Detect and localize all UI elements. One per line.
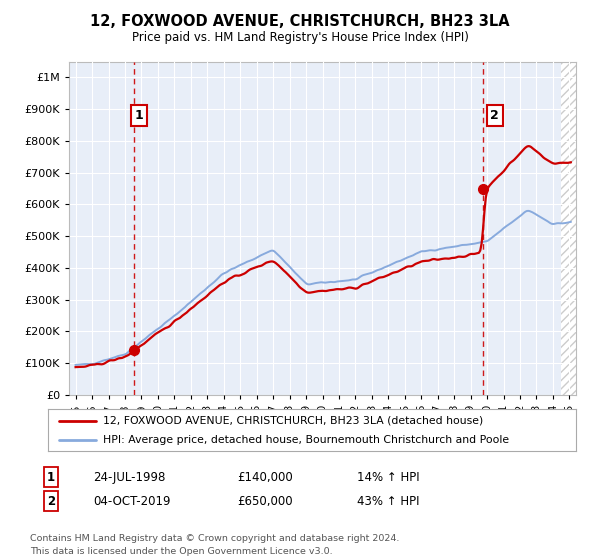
Text: 14% ↑ HPI: 14% ↑ HPI: [357, 470, 419, 484]
Text: £140,000: £140,000: [237, 470, 293, 484]
Text: 2: 2: [47, 494, 55, 508]
Text: 2: 2: [490, 109, 499, 122]
Text: 1: 1: [47, 470, 55, 484]
Text: Price paid vs. HM Land Registry's House Price Index (HPI): Price paid vs. HM Land Registry's House …: [131, 31, 469, 44]
Text: 12, FOXWOOD AVENUE, CHRISTCHURCH, BH23 3LA: 12, FOXWOOD AVENUE, CHRISTCHURCH, BH23 3…: [90, 14, 510, 29]
Text: Contains HM Land Registry data © Crown copyright and database right 2024.
This d: Contains HM Land Registry data © Crown c…: [30, 534, 400, 556]
Text: 43% ↑ HPI: 43% ↑ HPI: [357, 494, 419, 508]
Text: 12, FOXWOOD AVENUE, CHRISTCHURCH, BH23 3LA (detached house): 12, FOXWOOD AVENUE, CHRISTCHURCH, BH23 3…: [103, 416, 484, 426]
Bar: [561, 62, 592, 395]
Text: £650,000: £650,000: [237, 494, 293, 508]
Text: HPI: Average price, detached house, Bournemouth Christchurch and Poole: HPI: Average price, detached house, Bour…: [103, 435, 509, 445]
Bar: [561, 62, 592, 395]
Text: 1: 1: [135, 109, 143, 122]
Text: 24-JUL-1998: 24-JUL-1998: [93, 470, 166, 484]
Text: 04-OCT-2019: 04-OCT-2019: [93, 494, 170, 508]
